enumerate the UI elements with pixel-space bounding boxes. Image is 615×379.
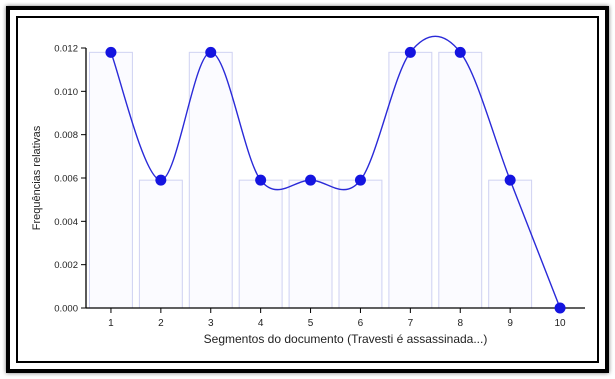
- bar-2: [138, 179, 183, 309]
- x-tick-label: 1: [108, 318, 114, 329]
- bar-4: [238, 179, 283, 309]
- x-tick-label: 2: [158, 318, 164, 329]
- histogram-bars: [88, 51, 533, 309]
- x-tick-label: 8: [457, 318, 463, 329]
- x-tick-label: 7: [408, 318, 414, 329]
- data-point-10: [554, 302, 566, 314]
- data-point-3: [205, 46, 217, 58]
- data-point-8: [454, 46, 466, 58]
- x-tick-label: 6: [358, 318, 364, 329]
- y-axis-ticks: 0.000 0.002 0.004 0.006 0.008 0.010 0.012: [54, 44, 86, 315]
- data-point-1: [105, 46, 117, 58]
- data-point-4: [255, 174, 267, 186]
- x-tick-label: 5: [308, 318, 314, 329]
- x-axis-ticks: 1 2 3 4 5 6 7 8 9 10: [108, 308, 566, 329]
- bar-7: [388, 51, 433, 309]
- y-tick-label: 0.012: [54, 44, 78, 55]
- bar-6: [338, 179, 383, 309]
- y-axis-label: Frequências relativas: [31, 125, 43, 230]
- chart-frame: 0.000 0.002 0.004 0.006 0.008 0.010 0.012 1 2 3 4…: [6, 6, 609, 373]
- data-point-5: [305, 174, 317, 186]
- y-tick-label: 0.010: [54, 87, 78, 98]
- data-point-9: [504, 174, 516, 186]
- y-tick-label: 0.006: [54, 174, 78, 185]
- data-point-2: [155, 174, 167, 186]
- y-tick-label: 0.004: [54, 217, 78, 228]
- relative-frequency-chart: 0.000 0.002 0.004 0.006 0.008 0.010 0.012 1 2 3 4…: [31, 35, 585, 346]
- data-point-6: [354, 174, 366, 186]
- data-point-7: [404, 46, 416, 58]
- bar-9: [488, 179, 533, 309]
- data-points: [105, 46, 566, 314]
- bar-3: [188, 51, 233, 309]
- y-tick-label: 0.000: [54, 304, 78, 315]
- bar-1: [88, 51, 133, 309]
- y-tick-label: 0.008: [54, 130, 78, 141]
- x-tick-label: 3: [208, 318, 214, 329]
- smoothed-frequency-line: [110, 35, 561, 309]
- chart-inner-frame: 0.000 0.002 0.004 0.006 0.008 0.010 0.012 1 2 3 4…: [16, 16, 599, 363]
- bar-8: [438, 51, 483, 309]
- x-tick-label: 4: [258, 318, 264, 329]
- x-tick-label: 9: [507, 318, 513, 329]
- bar-5: [288, 179, 333, 309]
- x-tick-label: 10: [554, 318, 566, 329]
- x-axis-label: Segmentos do documento (Travesti é assas…: [204, 332, 488, 346]
- y-tick-label: 0.002: [54, 260, 78, 271]
